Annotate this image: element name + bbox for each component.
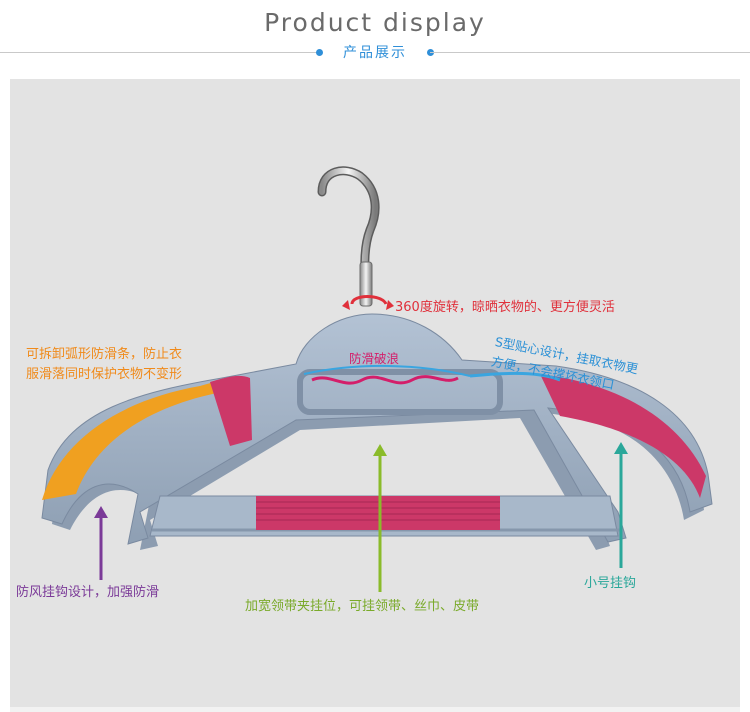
panel-bottom-strip [10,707,740,712]
windproof-hook-label: 防风挂钩设计，加强防滑 [16,585,160,600]
title-divider-right [430,52,750,53]
small-hook-label: 小号挂钩 [584,576,637,591]
windproof-hook-arrow [94,506,108,580]
removable-strip-line1: 可拆卸弧形防滑条，防止衣 [26,347,183,362]
removable-strip-label: 可拆卸弧形防滑条，防止衣 服滑落同时保护衣物不变形 [26,345,182,385]
title-divider-left [0,52,320,53]
clip-slot-label: 加宽领带夹挂位，可挂领带、丝巾、皮带 [245,599,480,614]
anti-slip-strips [42,374,706,530]
section-subtitle: 产品展示 [343,45,407,61]
rotate-icon [342,295,394,310]
s-shape-highlight [469,371,561,382]
rotate-label: 360度旋转，晾晒衣物的、更方便灵活 [395,300,615,315]
section-title: Product display [264,8,486,37]
hanger-hook [317,166,380,307]
small-hook-arrow [614,442,628,568]
title-divider-dot-left [316,49,323,56]
wave-pattern [303,364,471,385]
removable-strip-line2: 服滑落同时保护衣物不变形 [26,367,183,382]
anti-slip-wave-label: 防滑破浪 [349,351,400,366]
clip-slot-arrow [373,444,387,592]
